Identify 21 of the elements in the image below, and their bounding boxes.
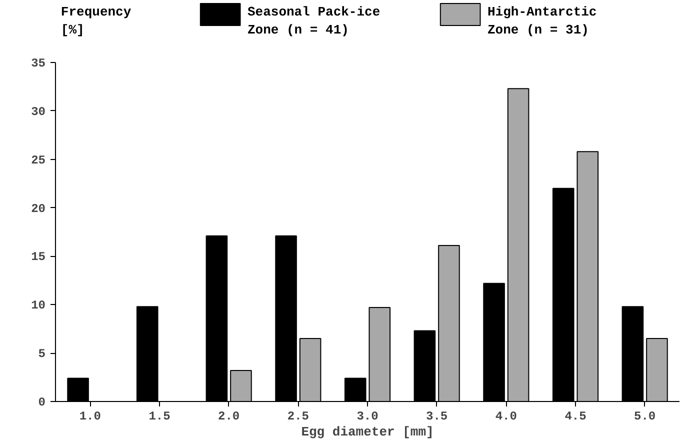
legend-label: High-Antarctic Zone (n = 31): [488, 4, 597, 38]
y-axis-title: Frequency [%]: [60, 4, 132, 38]
x-axis-title: Egg diameter [mm]: [301, 424, 434, 440]
x-tick-label: 1.0: [79, 410, 101, 424]
x-tick-label: 4.0: [495, 410, 517, 424]
y-tick-label: 20: [31, 202, 46, 216]
x-tick-label: 2.5: [287, 410, 309, 424]
y-tick-label: 30: [31, 104, 46, 119]
legend-label: Seasonal Pack-ice Zone (n = 41): [248, 4, 380, 38]
y-tick-label: 25: [31, 153, 46, 168]
y-tick-label: 15: [31, 250, 46, 264]
x-tick-label: 5.0: [634, 410, 656, 424]
x-tick-label: 4.5: [564, 410, 586, 424]
y-tick-label: 35: [31, 56, 46, 70]
x-tick-label: 1.5: [148, 410, 170, 424]
x-tick-label: 2.0: [218, 410, 240, 424]
x-tick-label: 3.5: [426, 410, 448, 424]
y-tick-label: 0: [38, 396, 46, 410]
y-tick-label: 10: [31, 298, 46, 313]
x-tick-label: 3.0: [356, 410, 378, 424]
y-tick-label: 5: [38, 347, 46, 362]
